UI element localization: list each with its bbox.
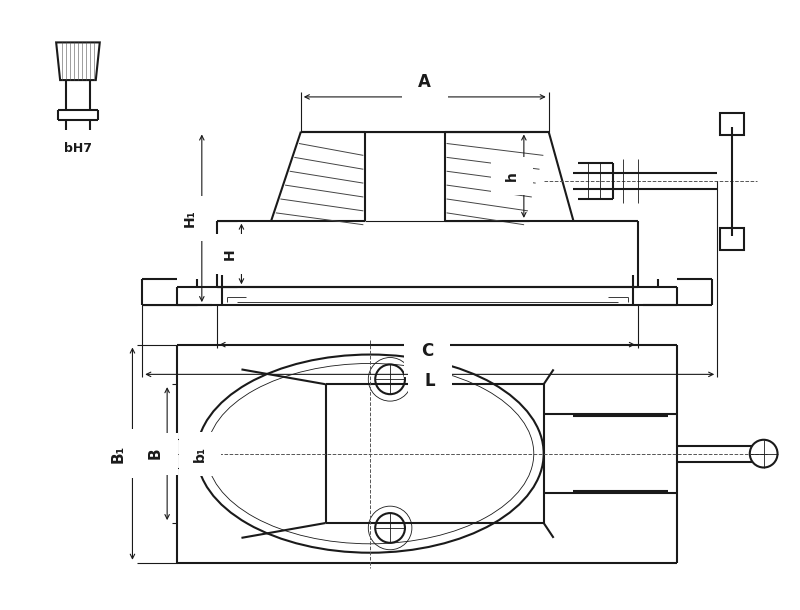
Bar: [720, 228, 744, 249]
Text: H: H: [222, 248, 237, 260]
Text: B₁: B₁: [111, 445, 126, 463]
Text: bH7: bH7: [64, 142, 92, 156]
Text: h: h: [505, 171, 519, 181]
Text: B: B: [148, 448, 162, 459]
Text: L: L: [425, 372, 435, 390]
Text: A: A: [418, 73, 431, 91]
Text: C: C: [421, 342, 434, 361]
Text: H₁: H₁: [183, 209, 197, 227]
Bar: [720, 113, 744, 135]
Text: b₁: b₁: [193, 446, 207, 462]
